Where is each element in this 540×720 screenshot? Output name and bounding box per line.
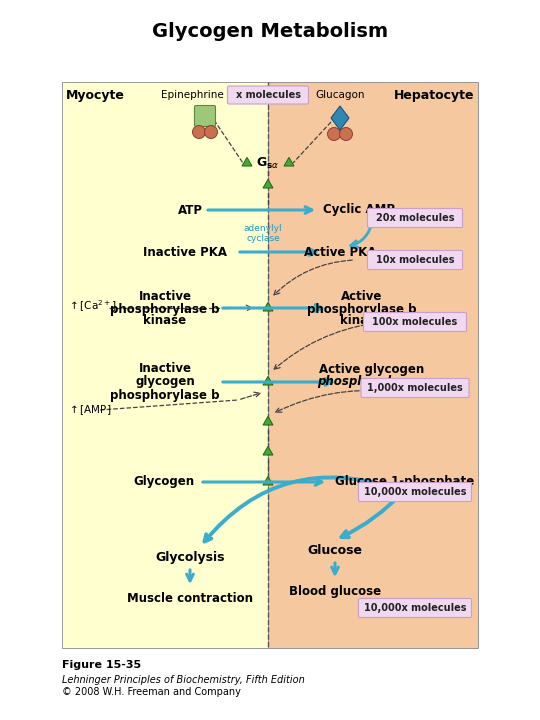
Text: Muscle contraction: Muscle contraction [127,593,253,606]
Text: 100x molecules: 100x molecules [373,317,457,327]
Text: Inactive: Inactive [138,290,192,304]
Text: $\uparrow$[AMP]: $\uparrow$[AMP] [67,403,111,417]
FancyBboxPatch shape [361,379,469,397]
Text: Active PKA: Active PKA [304,246,376,258]
Polygon shape [263,179,273,188]
Text: Glycolysis: Glycolysis [156,551,225,564]
Text: adenylyl
cyclase: adenylyl cyclase [244,224,282,243]
Text: phosphorylase b: phosphorylase b [110,302,220,315]
Polygon shape [263,302,273,311]
Text: G$_{\mathregular{s}\alpha}$: G$_{\mathregular{s}\alpha}$ [256,156,280,171]
Text: Glycogen: Glycogen [134,475,195,488]
Polygon shape [263,377,273,385]
Text: Myocyte: Myocyte [66,89,125,102]
Text: Active glycogen: Active glycogen [319,362,424,376]
FancyBboxPatch shape [363,312,467,331]
Polygon shape [263,446,273,455]
Text: Inactive PKA: Inactive PKA [143,246,227,258]
Text: 10,000x molecules: 10,000x molecules [364,487,466,497]
Text: 10,000x molecules: 10,000x molecules [364,603,466,613]
Text: Glucose: Glucose [307,544,362,557]
FancyBboxPatch shape [368,209,462,228]
Text: Blood glucose: Blood glucose [289,585,381,598]
FancyBboxPatch shape [359,482,471,502]
Text: Lehninger Principles of Biochemistry, Fifth Edition: Lehninger Principles of Biochemistry, Fi… [62,675,305,685]
Text: Inactive: Inactive [138,362,192,376]
Text: Cyclic AMP: Cyclic AMP [323,204,395,217]
Text: Glycogen Metabolism: Glycogen Metabolism [152,22,388,41]
Polygon shape [331,106,349,130]
Text: Active: Active [341,290,383,304]
Text: $\uparrow$[Ca$^{2+}$]: $\uparrow$[Ca$^{2+}$] [67,298,117,314]
Text: Glucose 1-phosphate: Glucose 1-phosphate [335,475,474,488]
FancyBboxPatch shape [227,86,308,104]
Bar [268,82,478,648]
Polygon shape [263,416,273,425]
Text: 20x molecules: 20x molecules [376,213,454,223]
Text: 1,000x molecules: 1,000x molecules [367,383,463,393]
FancyBboxPatch shape [359,598,471,618]
Polygon shape [242,158,252,166]
Circle shape [327,127,341,140]
Text: x molecules: x molecules [235,90,300,100]
Text: kinase: kinase [340,315,383,328]
FancyBboxPatch shape [194,106,215,127]
Text: kinase: kinase [144,315,186,328]
Text: phosphorylase b: phosphorylase b [110,389,220,402]
Polygon shape [263,477,273,485]
FancyBboxPatch shape [368,251,462,269]
Text: glycogen: glycogen [135,376,195,389]
Text: © 2008 W.H. Freeman and Company: © 2008 W.H. Freeman and Company [62,687,241,697]
Text: Glucagon: Glucagon [315,90,364,100]
Bar [62,82,268,648]
Text: Figure 15-35: Figure 15-35 [62,660,141,670]
Text: phosphorylase a: phosphorylase a [318,376,427,389]
Circle shape [205,125,218,138]
Text: phosphorylase b: phosphorylase b [307,302,417,315]
Polygon shape [284,158,294,166]
Circle shape [340,127,353,140]
Text: Hepatocyte: Hepatocyte [394,89,474,102]
Text: Epinephrine: Epinephrine [160,90,224,100]
Circle shape [192,125,206,138]
Text: ATP: ATP [178,204,203,217]
Text: 10x molecules: 10x molecules [376,255,454,265]
